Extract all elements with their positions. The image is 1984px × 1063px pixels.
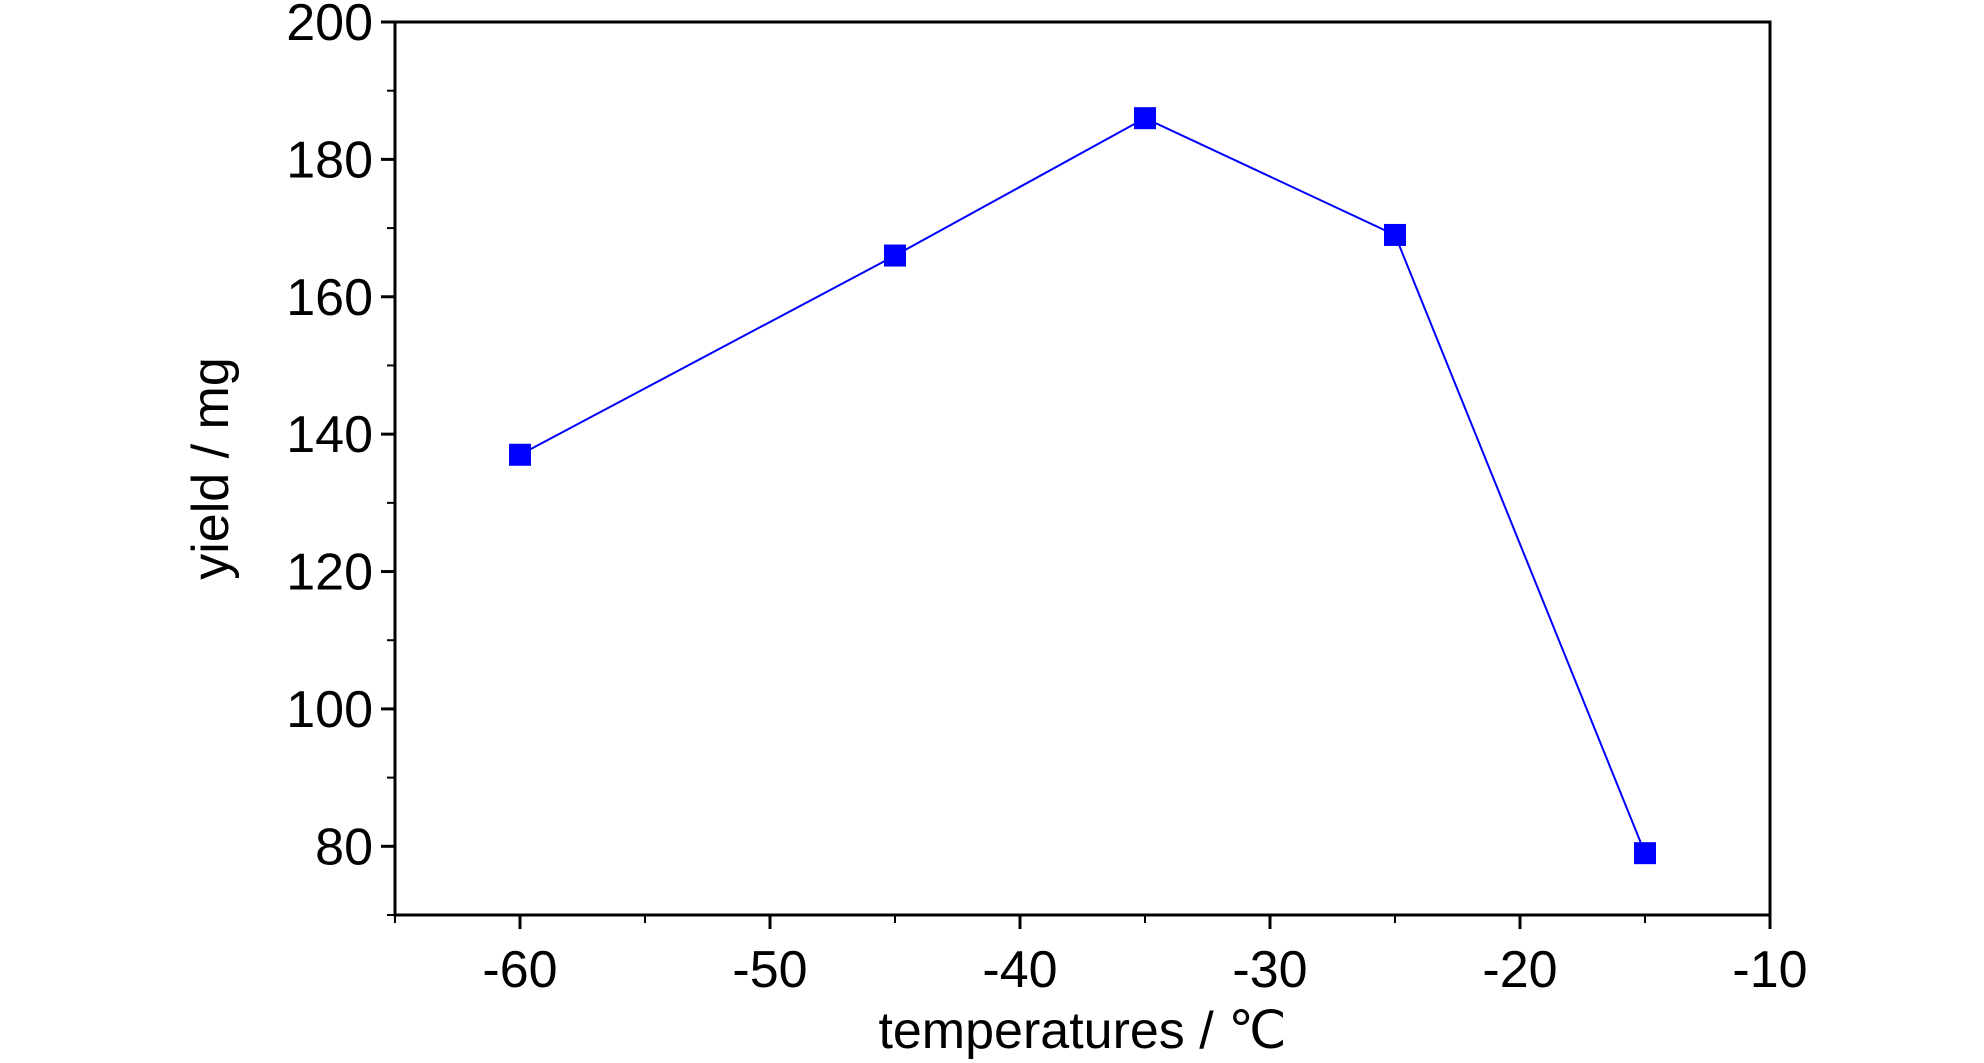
x-tick-label: -10: [1732, 941, 1807, 999]
x-axis-title: temperatures / ℃: [878, 1002, 1286, 1060]
data-point-marker: [1634, 842, 1656, 865]
y-axis-ticks: 80 100 120 140 160 180 200: [286, 0, 395, 916]
series-layer: [509, 107, 1656, 865]
y-tick-label: 160: [286, 269, 373, 327]
x-tick-label: -30: [1232, 941, 1307, 999]
x-tick-label: -50: [732, 941, 807, 999]
x-tick-label: -60: [482, 941, 557, 999]
y-tick-label: 140: [286, 406, 373, 464]
x-tick-label: -40: [982, 941, 1057, 999]
y-tick-label: 200: [286, 0, 373, 52]
x-tick-label: -20: [1482, 941, 1557, 999]
y-tick-label: 100: [286, 681, 373, 739]
data-point-marker: [509, 443, 531, 466]
x-axis-ticks: -60 -50 -40 -30 -20 -10: [394, 915, 1808, 999]
y-tick-label: 120: [286, 544, 373, 602]
y-tick-label: 180: [286, 131, 373, 189]
data-point-marker: [1134, 107, 1156, 130]
data-point-marker: [884, 244, 906, 267]
y-axis-title: yield / mg: [182, 357, 240, 580]
y-tick-label: 80: [315, 818, 373, 876]
plot-area-frame: [393, 20, 1772, 917]
data-point-marker: [1384, 223, 1406, 246]
series-line: [519, 117, 1646, 854]
